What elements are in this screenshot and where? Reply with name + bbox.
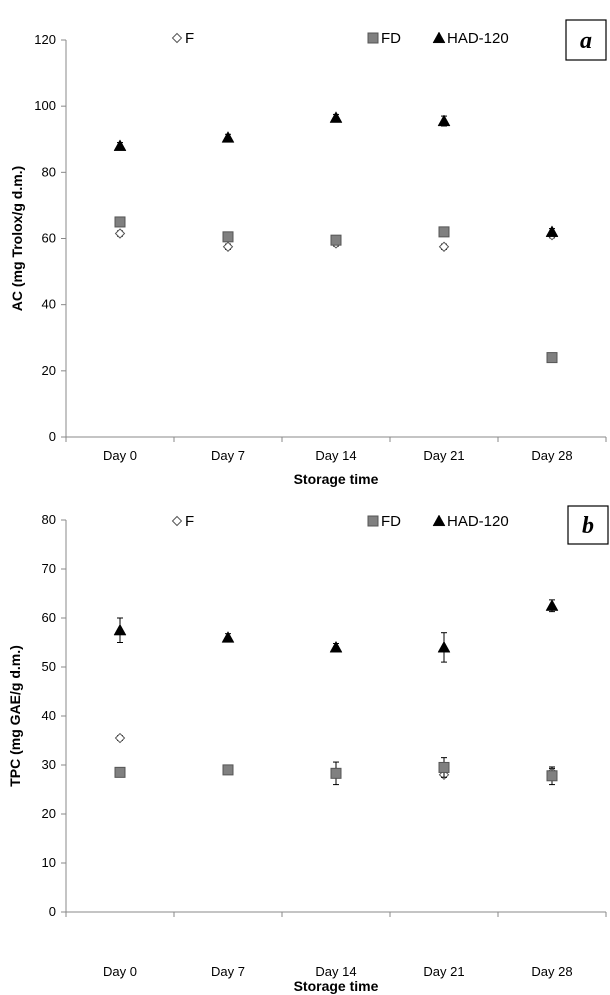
legend-marker-fd [367,515,379,527]
panel-label: b [582,513,594,539]
legend-marker-had-120 [432,514,446,527]
data-point-fd [330,234,342,246]
y-tick-label: 0 [49,904,56,919]
data-point-had-120 [545,225,559,237]
legend-label: HAD-120 [447,30,509,47]
y-tick-label: 60 [42,610,56,625]
data-point-had-120 [437,114,451,127]
y-tick-label: 120 [34,32,56,47]
legend-label: HAD-120 [447,513,509,530]
y-axis-title: TPC (mg GAE/g d.m.) [7,645,23,787]
legend-label: FD [381,30,401,47]
legend-label: F [185,30,194,47]
y-tick-label: 50 [42,659,56,674]
chart-panel-b: 0 10 20 30 40 50 60 70 80 Day 0 Day 7 Day 14 Day 21 D… [7,505,609,994]
x-tick-label: Day 0 [103,964,137,979]
data-point-fd [222,764,234,776]
x-tick-label: Day 7 [211,448,245,463]
data-point-had-120 [221,631,235,643]
data-point-fd [114,766,126,778]
legend-marker-f [171,515,183,527]
data-point-fd [222,231,234,243]
x-axis-title: Storage time [294,471,379,487]
data-point-had-120 [329,640,343,653]
data-point-f [114,228,126,239]
x-tick-label: Day 14 [315,964,356,979]
y-tick-label: 80 [42,164,56,179]
x-tick-label: Day 0 [103,448,137,463]
data-point-fd [546,352,558,364]
legend-marker-fd [367,32,379,44]
y-axis-title: AC (mg Trolox/g d.m.) [9,166,25,311]
data-point-fd [114,216,126,228]
chart-panel-a: 0 20 40 60 80 100 120 Day 0 Day 7 Day 14 Day 21 Day… [9,19,607,487]
y-tick-label: 40 [42,297,56,312]
data-point-had-120 [437,640,451,653]
data-point-had-120 [329,111,343,123]
x-tick-label: Day 21 [423,448,464,463]
data-point-fd [438,226,450,238]
y-tick-label: 80 [42,512,56,527]
y-tick-label: 0 [49,429,56,444]
data-point-had-120 [113,139,127,151]
legend-label: F [185,513,194,530]
y-tick-label: 60 [42,231,56,246]
y-tick-label: 30 [42,757,56,772]
panel-label-box [567,505,609,545]
legend-label: FD [381,513,401,530]
data-point-fd [438,761,450,773]
legend-marker-had-120 [432,31,446,44]
x-tick-label: Day 28 [531,448,572,463]
x-axis-title: Storage time [294,978,379,994]
y-tick-label: 20 [42,806,56,821]
x-tick-label: Day 7 [211,964,245,979]
x-tick-label: Day 21 [423,964,464,979]
x-tick-label: Day 28 [531,964,572,979]
legend-marker-f [171,32,183,44]
panel-label-box [565,19,607,61]
data-point-f [222,241,234,252]
x-tick-label: Day 14 [315,448,356,463]
y-tick-label: 70 [42,561,56,576]
data-point-fd [546,770,558,782]
data-point-had-120 [113,623,127,636]
panel-label: a [580,28,592,54]
data-point-had-120 [545,599,559,611]
data-point-had-120 [221,131,235,143]
data-point-f [438,241,450,252]
y-tick-label: 10 [42,855,56,870]
y-tick-label: 100 [34,98,56,113]
data-point-f [114,732,126,744]
y-tick-label: 40 [42,708,56,723]
y-tick-label: 20 [42,363,56,378]
data-point-fd [330,767,342,779]
